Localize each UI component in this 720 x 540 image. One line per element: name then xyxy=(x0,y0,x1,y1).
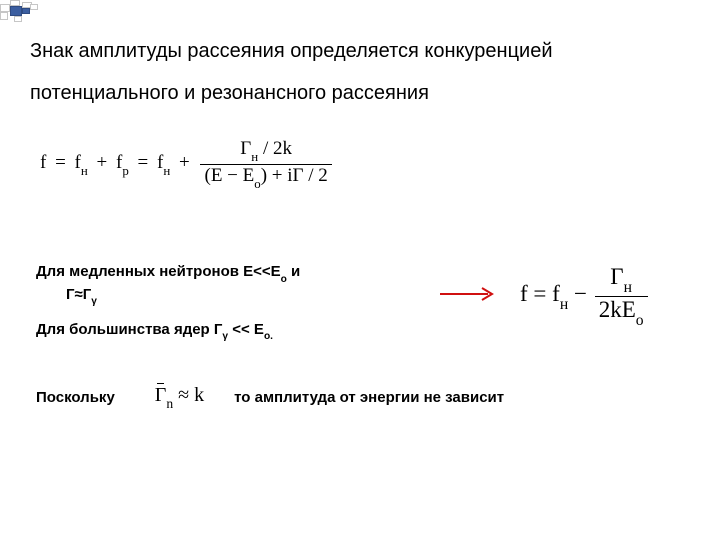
sym-fn2: fн xyxy=(157,152,170,173)
formula-gamma-approx-k: Гn ≈ k xyxy=(155,384,204,410)
slide-body: Знак амплитуды рассеяния определяется ко… xyxy=(30,34,690,520)
sym-eq2: = xyxy=(134,152,153,173)
title: Знак амплитуды рассеяния определяется ко… xyxy=(30,34,690,110)
condition-line-2: Для большинства ядер Гγ << Eo. xyxy=(36,320,376,343)
formula-simplified: f = fн − Гн 2kEо xyxy=(520,264,650,327)
arrow-icon xyxy=(438,284,502,304)
formula-main: f = fн + fр = fн + Гн / 2k (E − Eо) + iГ… xyxy=(40,138,334,190)
sym-plus2: + xyxy=(175,152,194,173)
sym-eq: = xyxy=(51,152,70,173)
sym-plus: + xyxy=(93,152,112,173)
corner-decoration xyxy=(0,0,60,24)
since-block: Поскольку Гn ≈ k то амплитуда от энергии… xyxy=(36,384,684,410)
title-line-1: Знак амплитуды рассеяния определяется ко… xyxy=(30,34,690,68)
since-label: Поскольку xyxy=(36,389,115,406)
title-line-2: потенциального и резонансного рассеяния xyxy=(30,76,690,110)
since-row: Поскольку Гn ≈ k то амплитуда от энергии… xyxy=(36,384,684,410)
conditions-text: Для медленных нейтронов E<<Eo и Г≈Гγ Для… xyxy=(36,262,376,354)
condition-line-1: Для медленных нейтронов E<<Eo и Г≈Гγ xyxy=(36,262,376,308)
sym-fn: fн xyxy=(75,152,88,173)
fraction-resonance: Гн / 2k (E − Eо) + iГ / 2 xyxy=(200,138,331,190)
since-tail: то амплитуда от энергии не зависит xyxy=(234,389,504,406)
sym-f: f xyxy=(40,152,46,173)
sym-fp: fр xyxy=(116,152,129,173)
